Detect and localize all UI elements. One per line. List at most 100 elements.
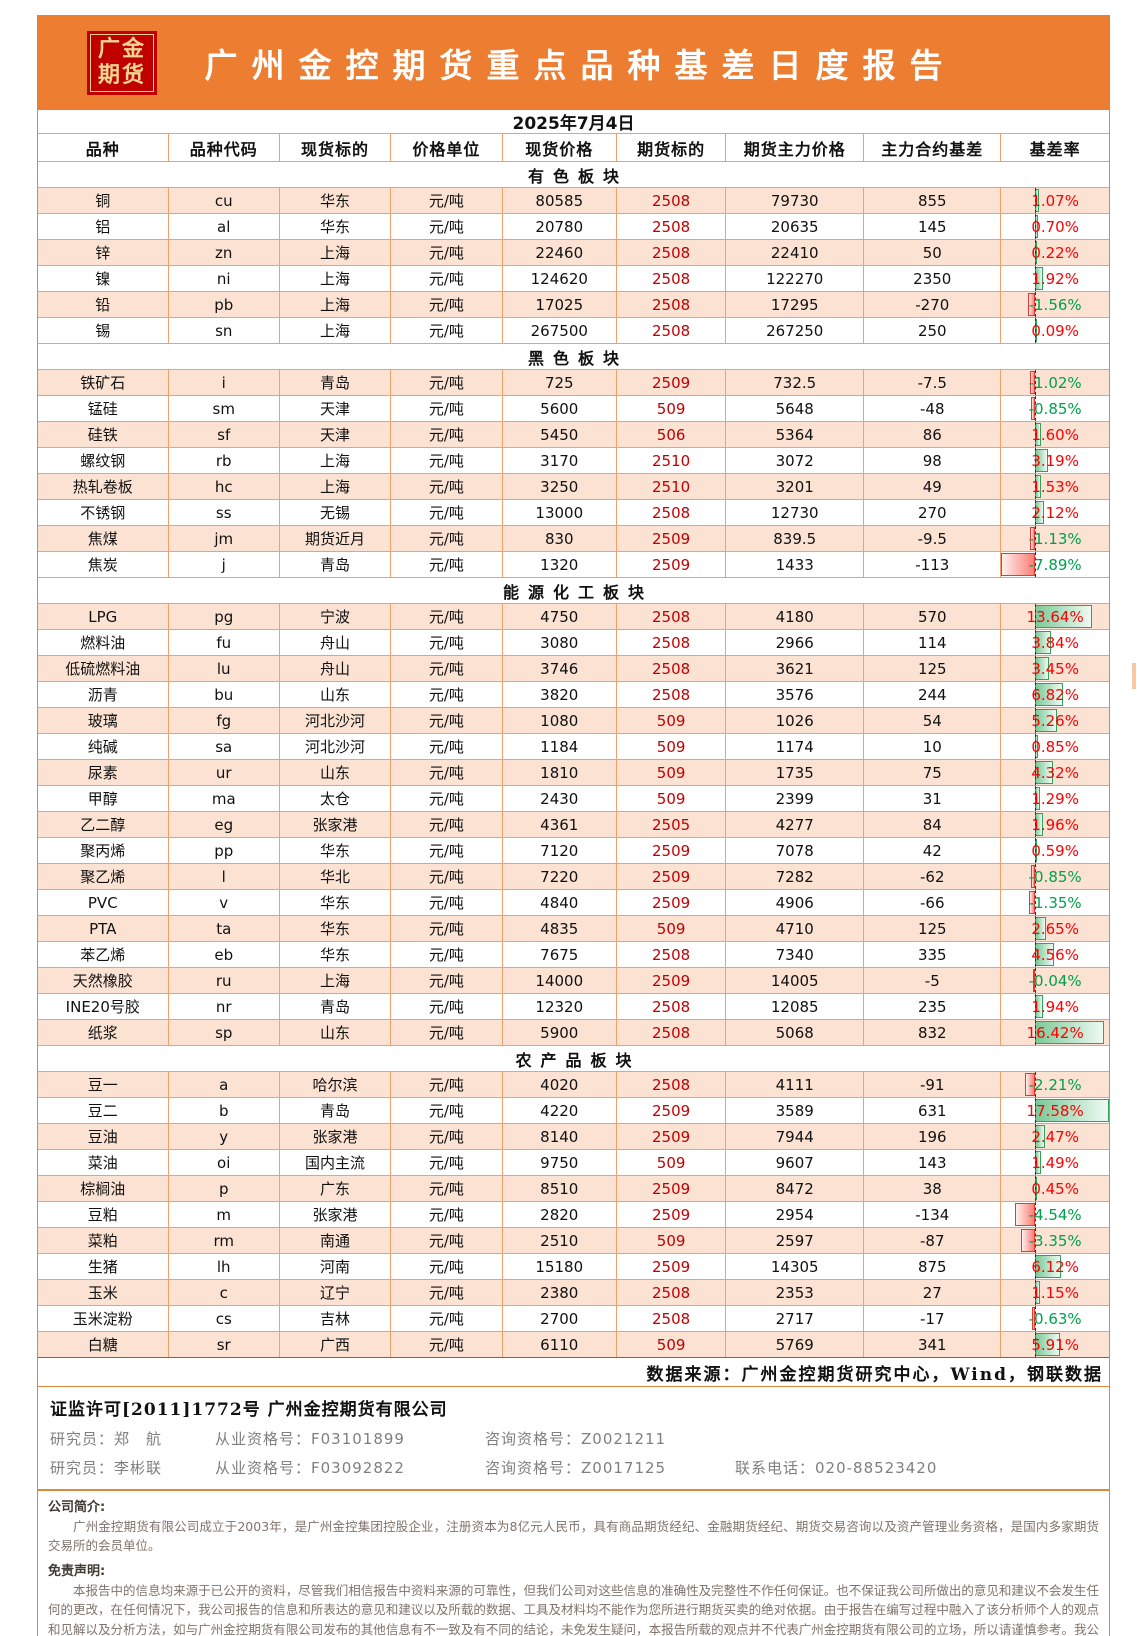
cell-code: sp <box>169 1020 280 1045</box>
cell-name: 棕榈油 <box>38 1176 169 1201</box>
cell-basis-rate: 1.49% <box>1001 1150 1109 1175</box>
cell-basis: -7.5 <box>864 370 1002 395</box>
cell-spot_price: 2700 <box>503 1306 618 1331</box>
basis-rate-value: 6.12% <box>1031 1257 1079 1276</box>
zero-axis-line <box>1034 1332 1036 1357</box>
cell-futures_price: 3576 <box>726 682 865 707</box>
cell-spot: 舟山 <box>280 630 392 655</box>
cell-unit: 元/吨 <box>391 786 503 811</box>
cell-unit: 元/吨 <box>391 708 503 733</box>
report-sheet: 广金 期货 广州金控期货重点品种基差日度报告 2025年7月4日 品种 品种代码现… <box>37 15 1110 1636</box>
zero-axis-line <box>1034 370 1036 395</box>
logo-line-2: 期货 <box>97 61 146 88</box>
zero-axis-line <box>1034 240 1036 265</box>
cell-code: rm <box>169 1228 280 1253</box>
cell-spot: 青岛 <box>280 994 392 1019</box>
table-row: 焦煤 jm 期货近月 元/吨 830 2509 839.5 -9.5 -1.13% <box>38 526 1109 552</box>
cell-code: bu <box>169 682 280 707</box>
cell-contract: 2509 <box>617 968 727 993</box>
cell-basis: 244 <box>864 682 1002 707</box>
cell-basis: 235 <box>864 994 1002 1019</box>
cell-unit: 元/吨 <box>391 1020 503 1045</box>
cell-futures_price: 1433 <box>726 552 865 577</box>
table-header-row: 品种 品种代码 现货标的 价格单位 现货价格 期货标的 期货主力价格 主力合约基差 基差率 <box>38 134 1109 162</box>
cell-name: 甲醇 <box>38 786 169 811</box>
cell-unit: 元/吨 <box>391 1228 503 1253</box>
cell-basis: -113 <box>864 552 1002 577</box>
cell-name: LPG <box>38 604 169 629</box>
cell-futures_price: 7944 <box>726 1124 865 1149</box>
zero-axis-line <box>1034 474 1036 499</box>
cell-basis: 98 <box>864 448 1002 473</box>
basis-rate-value: -0.04% <box>1028 971 1082 990</box>
basis-rate-value: 16.42% <box>1026 1023 1084 1042</box>
cell-unit: 元/吨 <box>391 240 503 265</box>
basis-rate-value: 1.07% <box>1031 191 1079 210</box>
cell-contract: 2508 <box>617 188 727 213</box>
table-row: 玻璃 fg 河北沙河 元/吨 1080 509 1026 54 5.26% <box>38 708 1109 734</box>
researcher-advisory: 咨询资格号：Z0021211 <box>485 1430 667 1448</box>
table-row: 豆二 b 青岛 元/吨 4220 2509 3589 631 17.58% <box>38 1098 1109 1124</box>
cell-code: oi <box>169 1150 280 1175</box>
researchers: 研究员：郑 航从业资格号：F03101899 咨询资格号：Z0021211 研究员：… <box>48 1424 1099 1482</box>
section-header: 黑色板块 <box>38 344 1109 370</box>
cell-basis-rate: 0.22% <box>1001 240 1109 265</box>
table-row: 天然橡胶 ru 上海 元/吨 14000 2509 14005 -5 -0.04% <box>38 968 1109 994</box>
cell-code: eg <box>169 812 280 837</box>
cell-spot_price: 8140 <box>503 1124 618 1149</box>
cell-futures_price: 3589 <box>726 1098 865 1123</box>
basis-rate-value: 0.45% <box>1031 1179 1079 1198</box>
cell-code: c <box>169 1280 280 1305</box>
cell-unit: 元/吨 <box>391 1072 503 1097</box>
table-row: PTA ta 华东 元/吨 4835 509 4710 125 2.65% <box>38 916 1109 942</box>
cell-futures_price: 3201 <box>726 474 865 499</box>
cell-name: 豆粕 <box>38 1202 169 1227</box>
table-row: 聚丙烯 pp 华东 元/吨 7120 2509 7078 42 0.59% <box>38 838 1109 864</box>
cell-spot_price: 5900 <box>503 1020 618 1045</box>
cell-spot_price: 1810 <box>503 760 618 785</box>
basis-rate-value: 4.56% <box>1031 945 1079 964</box>
cell-basis: 38 <box>864 1176 1002 1201</box>
zero-axis-line <box>1034 864 1036 889</box>
table-row: INE20号胶 nr 青岛 元/吨 12320 2508 12085 235 1.94% <box>38 994 1109 1020</box>
cell-code: sa <box>169 734 280 759</box>
scrollbar-fragment[interactable] <box>1132 663 1136 689</box>
zero-axis-line <box>1034 422 1036 447</box>
cell-spot_price: 17025 <box>503 292 618 317</box>
negative-data-bar <box>1025 1073 1035 1096</box>
cell-futures_price: 3621 <box>726 656 865 681</box>
table-row: 尿素 ur 山东 元/吨 1810 509 1735 75 4.32% <box>38 760 1109 786</box>
cell-name: 燃料油 <box>38 630 169 655</box>
cell-basis: 54 <box>864 708 1002 733</box>
zero-axis-line <box>1034 1150 1036 1175</box>
cell-name: 纸浆 <box>38 1020 169 1045</box>
zero-axis-line <box>1034 266 1036 291</box>
cell-spot_price: 4840 <box>503 890 618 915</box>
cell-contract: 509 <box>617 396 727 421</box>
cell-name: 硅铁 <box>38 422 169 447</box>
cell-name: 低硫燃料油 <box>38 656 169 681</box>
cell-name: INE20号胶 <box>38 994 169 1019</box>
cell-basis-rate: 1.07% <box>1001 188 1109 213</box>
cell-name: 铝 <box>38 214 169 239</box>
zero-axis-line <box>1034 630 1036 655</box>
cell-code: ma <box>169 786 280 811</box>
cell-spot_price: 124620 <box>503 266 618 291</box>
cell-spot_price: 4750 <box>503 604 618 629</box>
cell-unit: 元/吨 <box>391 812 503 837</box>
cell-unit: 元/吨 <box>391 682 503 707</box>
cell-contract: 2508 <box>617 292 727 317</box>
cell-futures_price: 3072 <box>726 448 865 473</box>
cell-contract: 2508 <box>617 1020 727 1045</box>
cell-spot_price: 14000 <box>503 968 618 993</box>
zero-axis-line <box>1034 1228 1036 1253</box>
cell-code: sn <box>169 318 280 343</box>
cell-spot: 上海 <box>280 318 392 343</box>
cell-unit: 元/吨 <box>391 318 503 343</box>
column-header: 品种代码 <box>169 134 280 161</box>
negative-data-bar <box>1028 293 1035 316</box>
cell-basis-rate: -0.85% <box>1001 396 1109 421</box>
cell-basis-rate: 1.60% <box>1001 422 1109 447</box>
cell-code: hc <box>169 474 280 499</box>
negative-data-bar <box>1015 1203 1035 1226</box>
